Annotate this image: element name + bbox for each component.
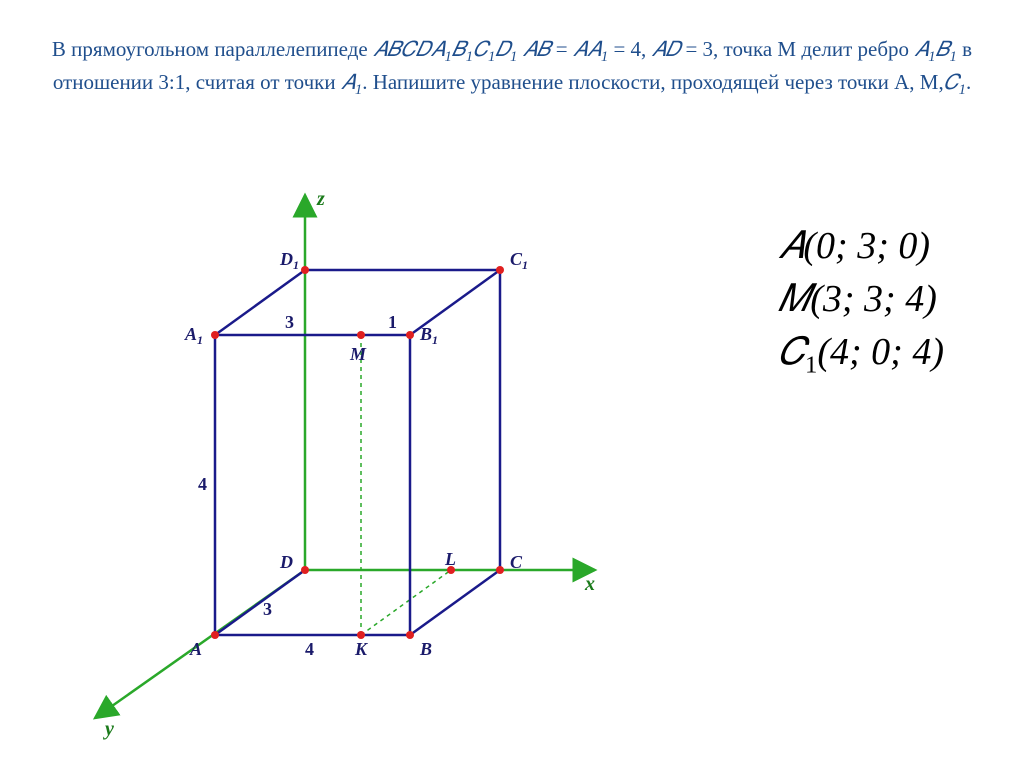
label-a1: A1 — [184, 324, 203, 347]
point-c1 — [496, 266, 504, 274]
text-part: В прямоугольном параллелепипеде — [52, 37, 373, 61]
coord-c1: 𝐶1(4; 0; 4) — [778, 326, 944, 383]
text-part: = 4, — [608, 37, 651, 61]
coord-m: 𝑀(3; 3; 4) — [778, 273, 944, 326]
point-c — [496, 566, 504, 574]
point-a — [211, 631, 219, 639]
coord-a: 𝐴(0; 3; 0) — [778, 220, 944, 273]
point-d — [301, 566, 309, 574]
math-c1: 𝐶1 — [944, 70, 966, 94]
label-b: B — [419, 639, 432, 659]
edge-ad — [215, 570, 305, 635]
dash-kl — [361, 570, 451, 635]
label-d1: D1 — [279, 249, 299, 272]
problem-statement: В прямоугольном параллелепипеде 𝐴𝐵𝐶𝐷𝐴1𝐵1… — [0, 0, 1024, 111]
math-a1b1: 𝐴1𝐵1 — [914, 37, 957, 61]
diagram: D C A B D1 C1 A1 B1 M K L z x y 3 1 4 3 … — [70, 180, 620, 740]
edge-bc — [410, 570, 500, 635]
point-k — [357, 631, 365, 639]
label-c: C — [510, 552, 523, 572]
math-ad: 𝐴𝐷 — [652, 37, 681, 61]
point-b — [406, 631, 414, 639]
label-l: L — [444, 549, 456, 569]
label-a: A — [189, 639, 202, 659]
text-part: . Напишите уравнение плоскости, проходящ… — [362, 70, 943, 94]
axis-label-y: y — [103, 718, 114, 740]
label-c1: C1 — [510, 249, 528, 272]
edgelabel-1-top: 1 — [388, 312, 397, 332]
label-d: D — [279, 552, 293, 572]
point-a1 — [211, 331, 219, 339]
diagram-svg: D C A B D1 C1 A1 B1 M K L z x y 3 1 4 3 … — [70, 180, 620, 740]
point-b1 — [406, 331, 414, 339]
axis-label-x: x — [584, 573, 595, 595]
point-d1 — [301, 266, 309, 274]
label-b1: B1 — [419, 324, 438, 347]
math-a1: 𝐴1 — [341, 70, 362, 94]
math-ab: 𝐴𝐵 — [523, 37, 551, 61]
axis-label-z: z — [316, 188, 325, 210]
edgelabel-4-bot: 4 — [305, 639, 314, 659]
label-m: M — [349, 344, 367, 364]
edgelabel-3-top: 3 — [285, 312, 294, 332]
coordinates-block: 𝐴(0; 3; 0) 𝑀(3; 3; 4) 𝐶1(4; 0; 4) — [778, 220, 944, 384]
edgelabel-4-left: 4 — [198, 474, 207, 494]
point-m — [357, 331, 365, 339]
label-k: K — [354, 639, 369, 659]
text-part: = — [551, 37, 573, 61]
math-aa1: 𝐴𝐴1 — [573, 37, 608, 61]
edgelabel-3-bot: 3 — [263, 599, 272, 619]
math-solid: 𝐴𝐵𝐶𝐷𝐴1𝐵1𝐶1𝐷1 — [373, 37, 517, 61]
text-part: . — [966, 70, 971, 94]
text-part: = 3, точка М делит ребро — [680, 37, 914, 61]
